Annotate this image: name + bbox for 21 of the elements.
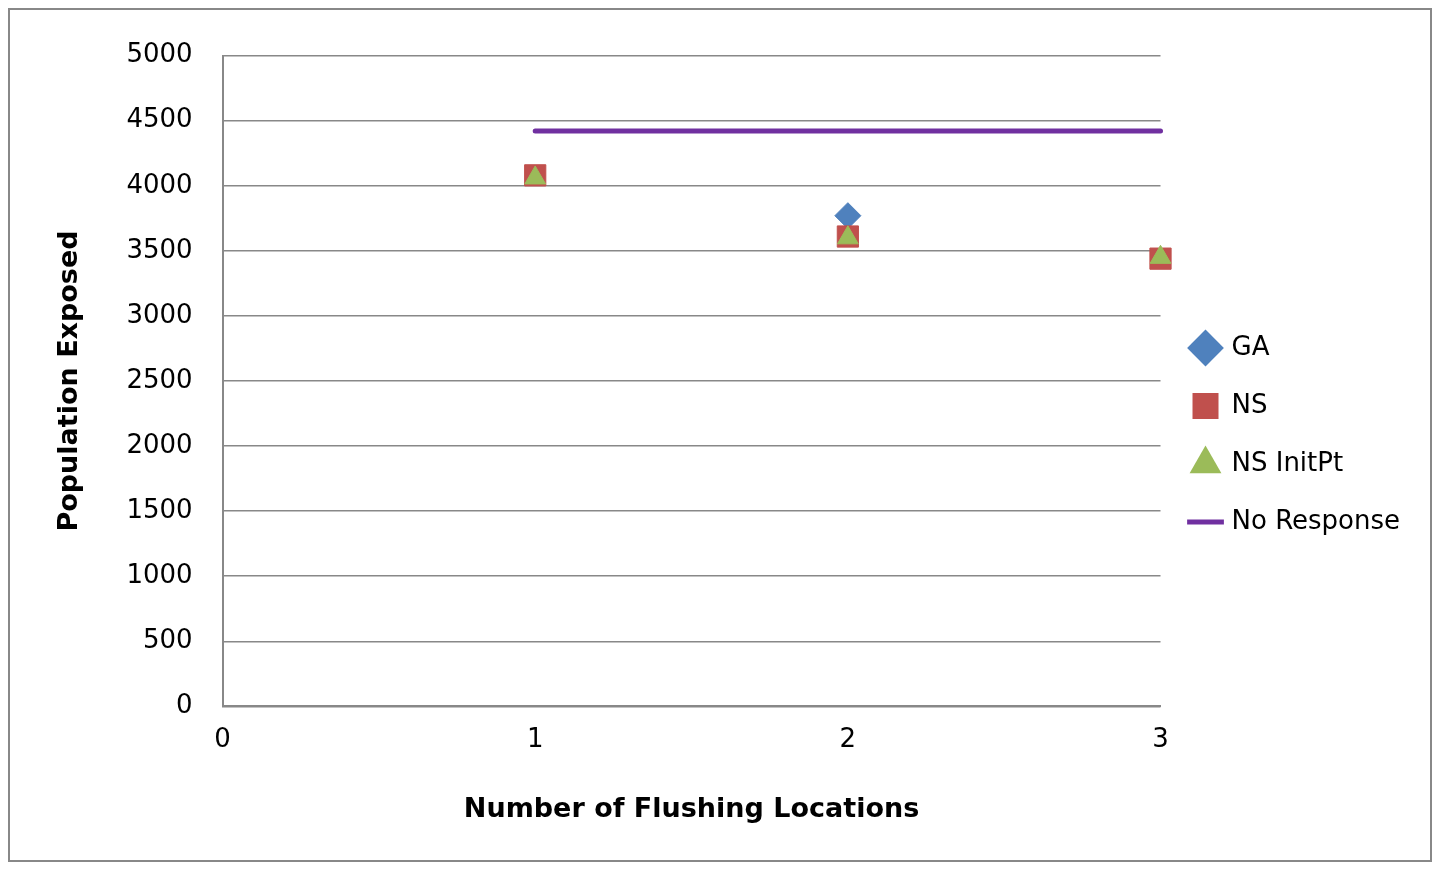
y-tick-label: 5000	[126, 38, 193, 69]
y-tick-label: 1000	[126, 558, 193, 589]
x-tick-label: 2	[839, 722, 857, 753]
y-tick-label: 2000	[126, 428, 193, 459]
y-tick-label: 500	[142, 624, 193, 655]
x-tick-label: 1	[526, 722, 544, 753]
legend-label: NS	[1231, 388, 1268, 419]
y-tick-label: 2500	[126, 363, 193, 394]
legend-label: NS InitPt	[1231, 446, 1344, 477]
y-tick-label: 4000	[126, 168, 193, 199]
y-tick-label: 0	[176, 689, 193, 720]
y-tick-label: 3500	[126, 233, 193, 264]
y-axis-title: Population Exposed	[52, 230, 84, 532]
legend-label: GA	[1231, 330, 1270, 361]
y-tick-label: 4500	[126, 103, 193, 134]
x-tick-label: 0	[214, 722, 231, 753]
y-tick-label: 3000	[126, 298, 193, 329]
x-tick-label: 3	[1152, 722, 1169, 753]
y-tick-label: 1500	[126, 493, 193, 524]
legend-label: No Response	[1231, 504, 1401, 535]
x-axis-title: Number of Flushing Locations	[463, 791, 920, 823]
